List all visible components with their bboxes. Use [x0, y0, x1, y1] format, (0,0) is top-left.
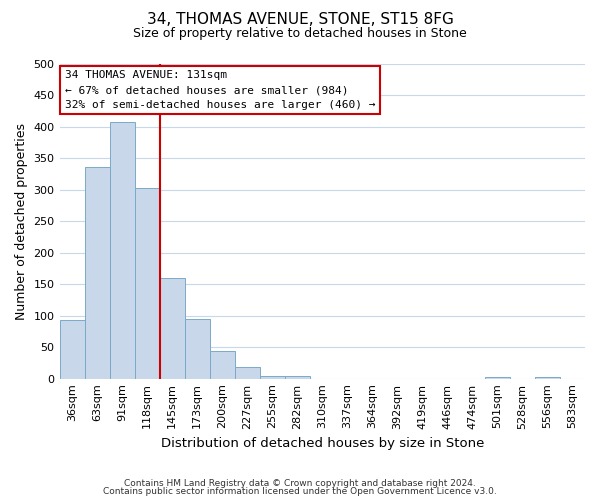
Bar — [285, 376, 310, 378]
Text: 34, THOMAS AVENUE, STONE, ST15 8FG: 34, THOMAS AVENUE, STONE, ST15 8FG — [146, 12, 454, 28]
X-axis label: Distribution of detached houses by size in Stone: Distribution of detached houses by size … — [161, 437, 484, 450]
Bar — [209, 351, 235, 378]
Text: Contains public sector information licensed under the Open Government Licence v3: Contains public sector information licen… — [103, 487, 497, 496]
Bar — [110, 122, 134, 378]
Bar — [185, 319, 209, 378]
Bar — [134, 188, 160, 378]
Text: 34 THOMAS AVENUE: 131sqm
← 67% of detached houses are smaller (984)
32% of semi-: 34 THOMAS AVENUE: 131sqm ← 67% of detach… — [65, 70, 375, 110]
Bar — [535, 377, 560, 378]
Text: Size of property relative to detached houses in Stone: Size of property relative to detached ho… — [133, 28, 467, 40]
Y-axis label: Number of detached properties: Number of detached properties — [15, 123, 28, 320]
Bar — [59, 320, 85, 378]
Text: Contains HM Land Registry data © Crown copyright and database right 2024.: Contains HM Land Registry data © Crown c… — [124, 478, 476, 488]
Bar — [485, 377, 510, 378]
Bar — [85, 166, 110, 378]
Bar — [260, 376, 285, 378]
Bar — [235, 368, 260, 378]
Bar — [160, 278, 185, 378]
